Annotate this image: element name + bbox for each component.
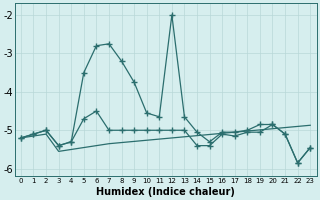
- X-axis label: Humidex (Indice chaleur): Humidex (Indice chaleur): [96, 187, 235, 197]
